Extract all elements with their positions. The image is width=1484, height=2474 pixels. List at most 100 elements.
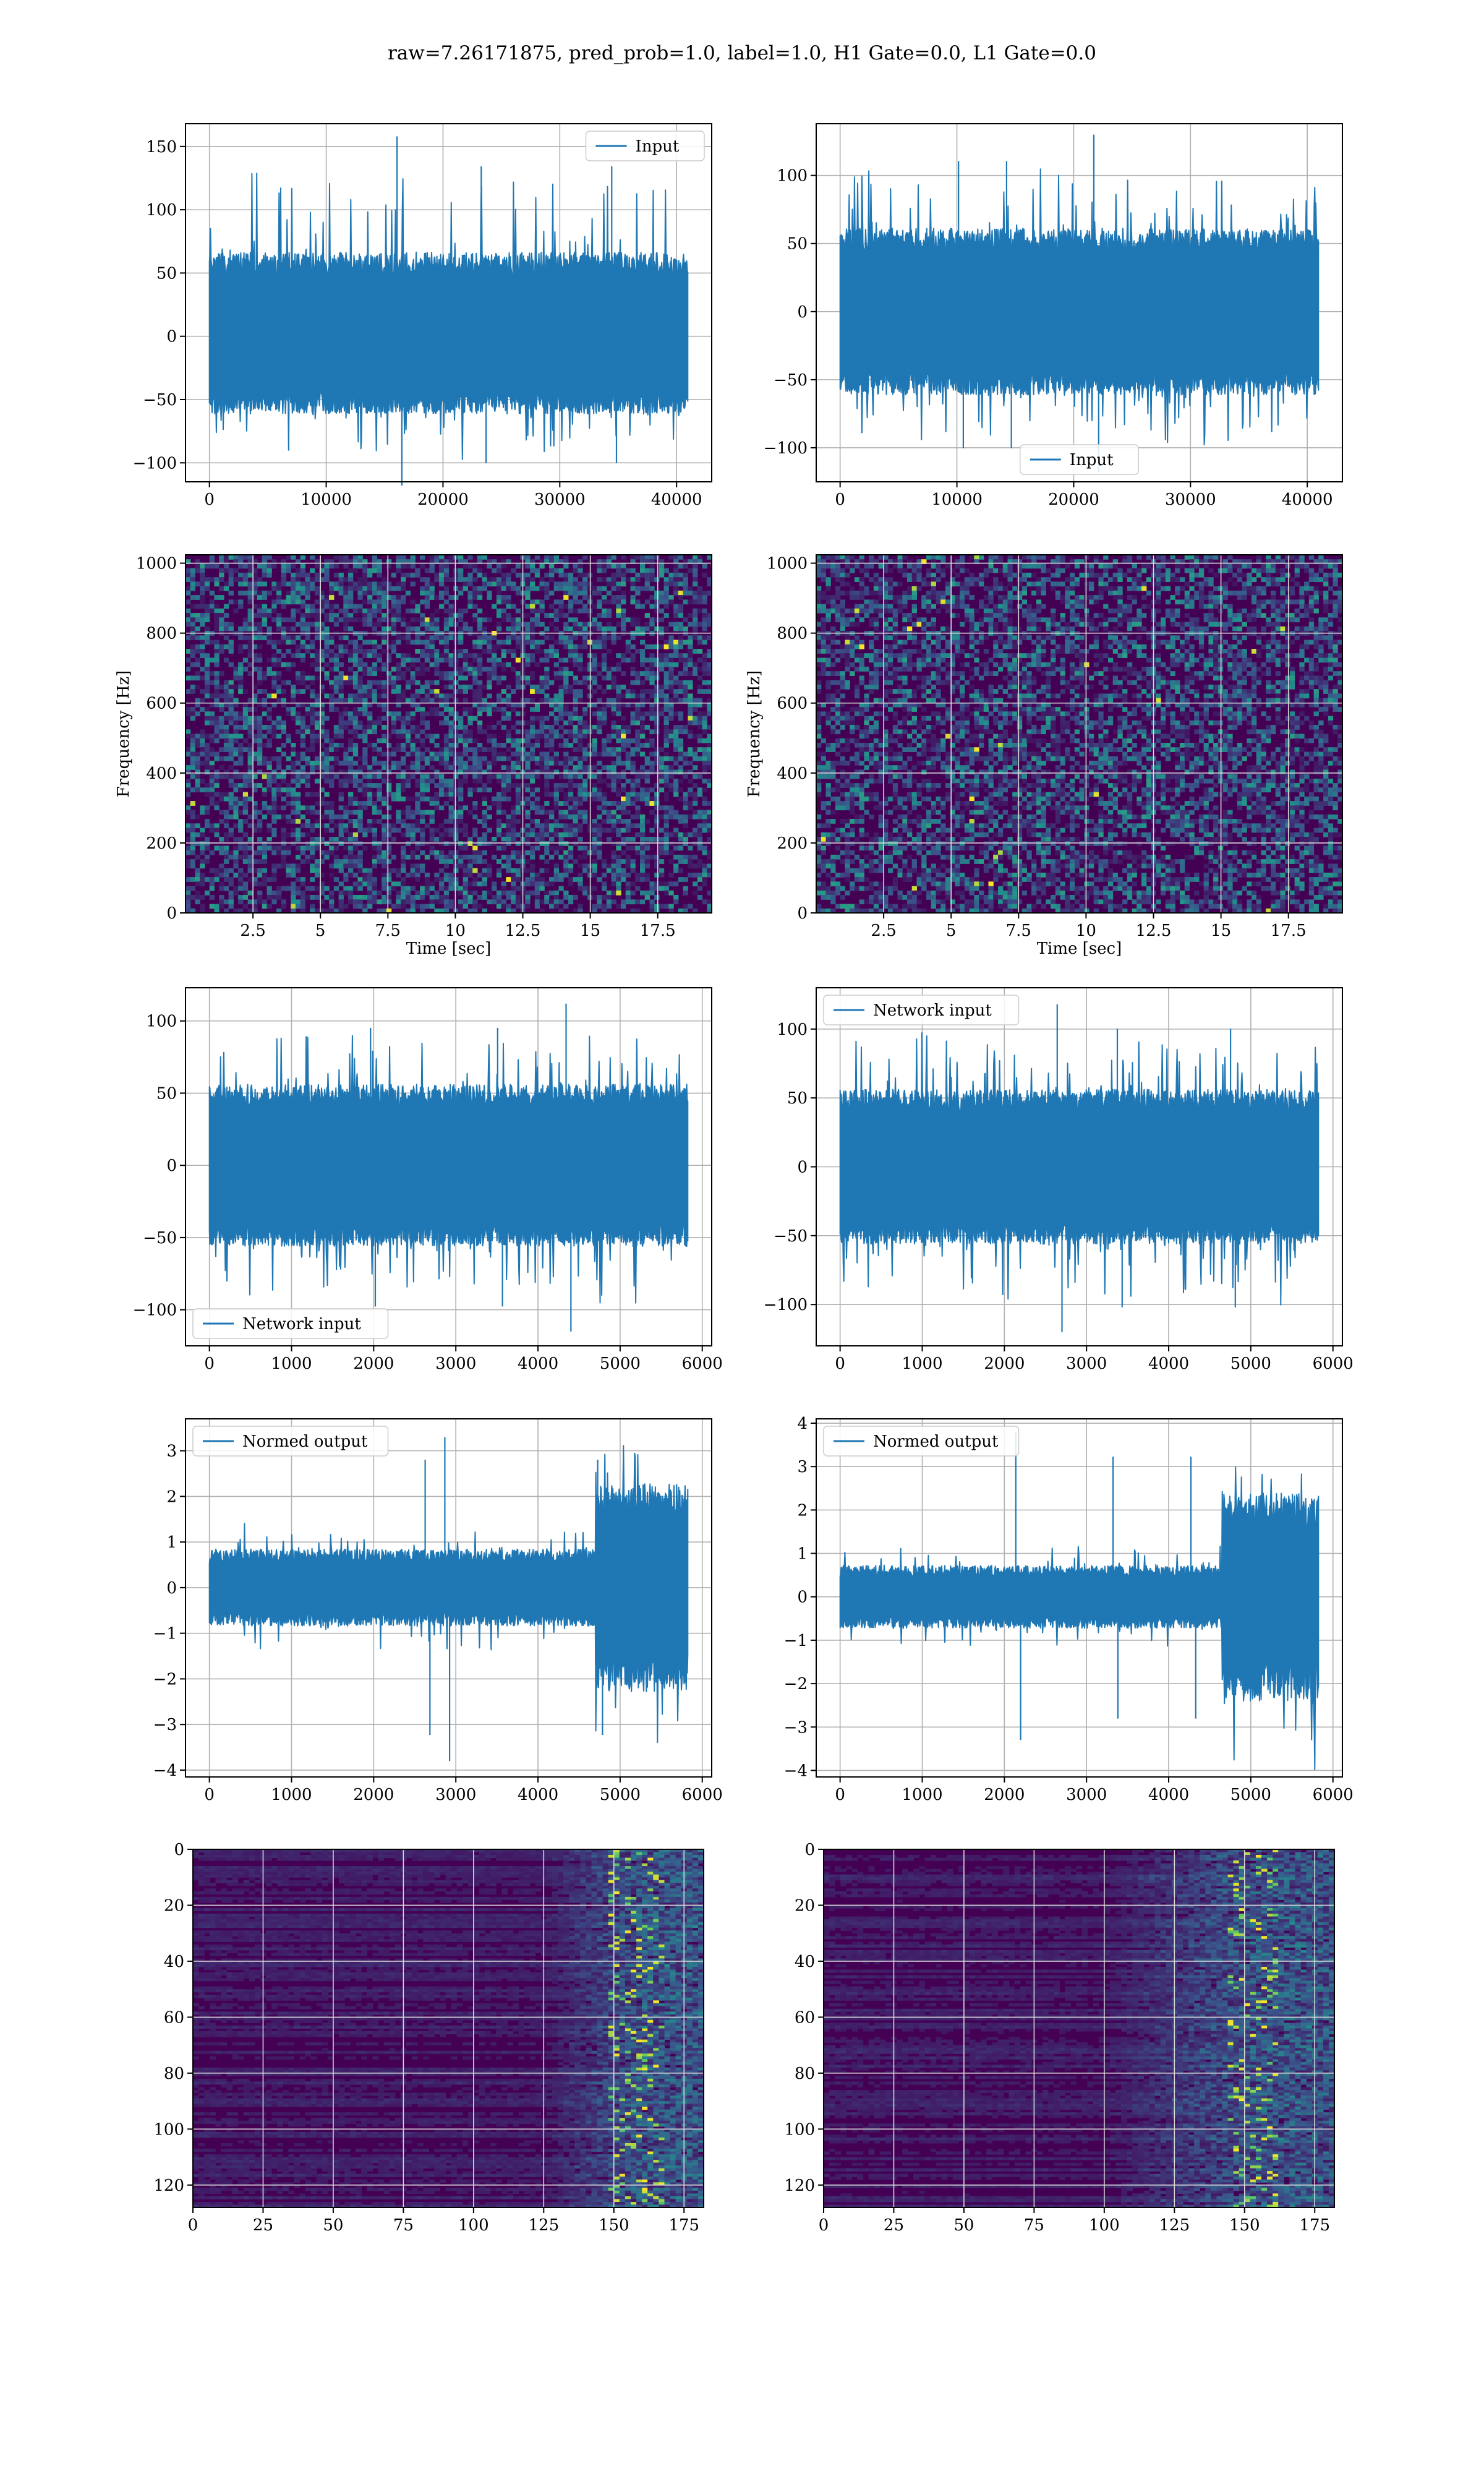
x-tick-label: 4000 (518, 1786, 558, 1804)
chart-row2-right: 2.5 5 7.5 10 12.5 15 17.5 0 200 400 600 800 1000 Time… (745, 554, 1343, 958)
legend: Normed output (823, 1426, 1020, 1457)
series-spikes (1056, 1004, 1236, 1332)
axes-frame (816, 554, 1343, 914)
axes-frame (816, 1418, 1343, 1778)
x-tick-label: 125 (528, 2216, 559, 2235)
x-tick-label: 5000 (600, 1786, 641, 1804)
series-spikes (424, 1437, 603, 1761)
x-tick-label: 6000 (682, 1355, 723, 1373)
x-tick-label: 50 (323, 2216, 343, 2235)
x-tick-label: 100 (1089, 2216, 1120, 2235)
y-tick-label: 1 (166, 1533, 177, 1552)
legend-box (585, 131, 705, 161)
series-band (208, 1035, 689, 1304)
series-band (839, 168, 1320, 446)
y-tick-label: 100 (146, 201, 177, 220)
x-tick-label: 10 (445, 922, 466, 940)
y-tick-label: 120 (784, 2177, 815, 2195)
x-tick-label: 100 (458, 2216, 489, 2235)
x-tick-label: 2000 (353, 1786, 394, 1804)
x-tick-label: 6000 (1313, 1786, 1354, 1804)
y-tick-label: 0 (166, 1579, 177, 1598)
x-tick-label: 175 (668, 2216, 699, 2235)
figure-title: raw=7.26171875, pred_prob=1.0, label=1.0… (0, 42, 1484, 64)
legend-label: Normed output (873, 1432, 999, 1451)
x-tick-label: 12.5 (505, 922, 541, 940)
axes-frame (185, 554, 712, 914)
y-tick-label: 50 (787, 1089, 808, 1108)
x-tick-label: 75 (1024, 2216, 1044, 2235)
x-tick-label: 2000 (984, 1355, 1025, 1373)
y-tick-label: −100 (764, 439, 808, 458)
y-tick-label: 0 (797, 1588, 808, 1607)
x-tick-label: 2.5 (240, 922, 265, 940)
x-tick-label: 175 (1299, 2216, 1330, 2235)
y-tick-label: 1000 (767, 555, 808, 573)
legend-box (823, 1426, 1020, 1457)
x-tick-label: 40000 (651, 490, 702, 509)
y-tick-label: 80 (164, 2065, 184, 2083)
y-tick-label: 0 (797, 303, 808, 322)
series-spikes (958, 134, 1099, 473)
axes-frame (185, 123, 712, 482)
legend-label: Network input (242, 1315, 361, 1333)
y-tick-label: 0 (797, 1158, 808, 1177)
x-tick-label: 3000 (435, 1355, 476, 1373)
x-tick-label: 5000 (600, 1355, 641, 1373)
x-tick-label: 4000 (1148, 1786, 1189, 1804)
x-tick-label: 5 (946, 922, 957, 940)
x-tick-label: 7.5 (1006, 922, 1031, 940)
y-tick-label: −50 (774, 1227, 808, 1246)
x-tick-label: 3000 (1066, 1786, 1107, 1804)
x-tick-label: 1000 (271, 1355, 312, 1373)
y-tick-label: −4 (153, 1761, 177, 1780)
legend: Network input (192, 1308, 389, 1339)
y-tick-label: 200 (777, 834, 808, 853)
y-tick-label: 100 (146, 1012, 177, 1031)
y-tick-label: 20 (795, 1896, 815, 1915)
y-tick-label: 100 (784, 2120, 815, 2139)
x-tick-label: 0 (204, 1786, 215, 1804)
legend-box (823, 995, 1020, 1025)
x-tick-label: 50 (953, 2216, 974, 2235)
y-axis-label: Frequency [Hz] (745, 670, 764, 798)
x-tick-label: 0 (835, 490, 845, 509)
y-tick-label: −1 (153, 1625, 177, 1643)
y-tick-label: 0 (797, 904, 808, 923)
x-tick-label: 4000 (1148, 1355, 1189, 1373)
x-tick-label: 7.5 (375, 922, 401, 940)
y-tick-label: −100 (764, 1296, 808, 1314)
y-tick-label: 50 (156, 1084, 177, 1103)
y-tick-label: 4 (797, 1415, 808, 1433)
heatmap-cells (186, 555, 712, 914)
x-tick-label: 1000 (902, 1786, 942, 1804)
x-tick-label: 0 (204, 490, 215, 509)
x-tick-label: 25 (253, 2216, 273, 2235)
legend-label: Input (1070, 451, 1114, 469)
y-tick-label: 400 (146, 764, 177, 783)
y-tick-label: −50 (774, 371, 808, 390)
series-spikes (370, 1003, 572, 1332)
y-tick-label: 1000 (136, 555, 177, 573)
x-tick-label: 2000 (353, 1355, 394, 1373)
x-tick-label: 12.5 (1136, 922, 1172, 940)
x-tick-label: 20000 (1048, 490, 1099, 509)
y-tick-label: 100 (777, 167, 808, 186)
y-tick-label: 400 (777, 764, 808, 783)
y-tick-label: −2 (153, 1670, 177, 1689)
x-tick-label: 10000 (301, 490, 352, 509)
x-tick-label: 3000 (435, 1786, 476, 1804)
x-axis-label: Time [sec] (1037, 940, 1122, 958)
legend-box (192, 1426, 389, 1457)
legend: Network input (823, 995, 1020, 1025)
axes-frame (192, 1849, 704, 2208)
x-tick-label: 0 (835, 1355, 845, 1373)
x-tick-label: 75 (393, 2216, 414, 2235)
chart-row3-left: 0 1000 2000 3000 4000 5000 6000 −100 −50 0 50 100 Ne… (133, 987, 723, 1373)
y-tick-label: 800 (777, 625, 808, 643)
series-spikes (1015, 1432, 1196, 1740)
x-tick-label: 125 (1159, 2216, 1190, 2235)
y-tick-label: 0 (166, 1157, 177, 1175)
x-tick-label: 0 (188, 2216, 198, 2235)
series-band (839, 1032, 1320, 1306)
